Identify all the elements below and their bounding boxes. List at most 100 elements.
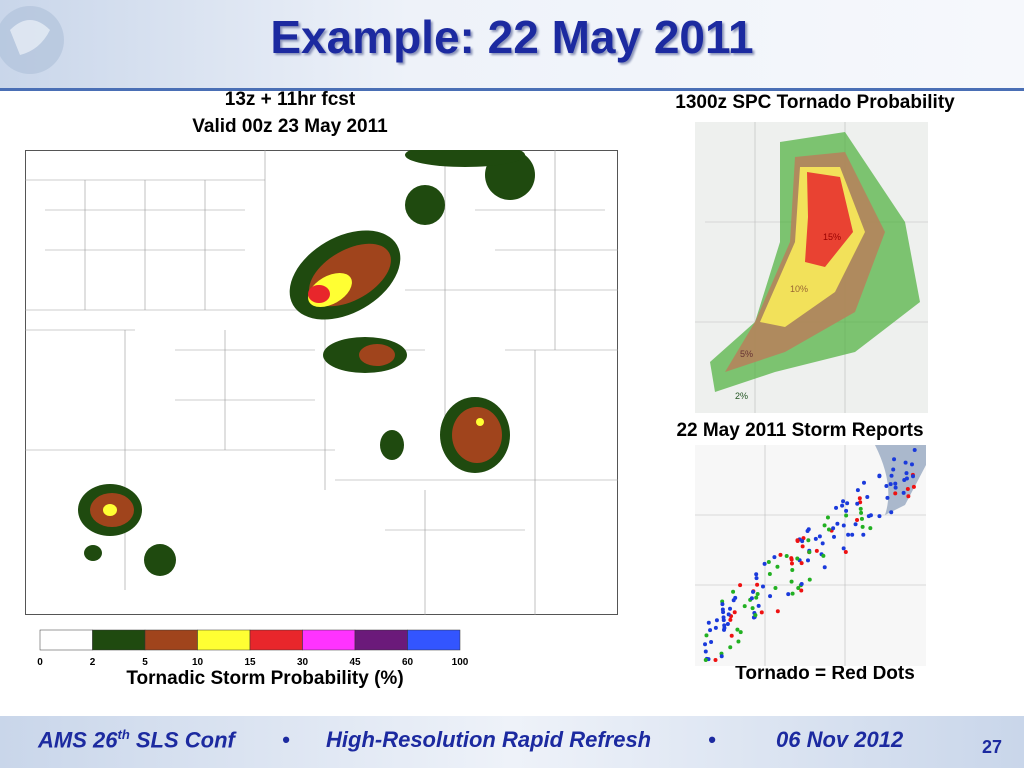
report-dot (861, 480, 866, 485)
report-dot (755, 582, 760, 587)
colorbar-tick-label: 45 (349, 657, 361, 668)
colorbar-segment (144, 629, 198, 651)
report-dot (762, 561, 767, 566)
report-dot (725, 622, 730, 627)
report-dot (841, 499, 846, 504)
report-dot (760, 584, 765, 589)
report-dot (845, 501, 850, 506)
report-dot (903, 460, 908, 465)
report-dot (893, 485, 898, 490)
colorbar-segment (249, 629, 303, 651)
report-dot (754, 595, 759, 600)
report-dot (909, 462, 914, 467)
footer-separator: • (282, 727, 290, 752)
forecast-map (25, 150, 618, 615)
report-dot (821, 553, 826, 558)
report-dot (703, 649, 708, 654)
report-dot (778, 552, 783, 557)
report-dot (835, 521, 840, 526)
report-dot (888, 482, 893, 487)
report-dot (775, 564, 780, 569)
report-dot (806, 538, 811, 543)
report-dot (720, 602, 725, 607)
report-dot (853, 522, 858, 527)
report-dot (721, 618, 726, 623)
report-dot (889, 473, 894, 478)
report-dot (825, 515, 830, 520)
report-dot (843, 549, 848, 554)
footer-project: High-Resolution Rapid Refresh (326, 727, 652, 752)
report-dot (877, 514, 882, 519)
report-dot (846, 532, 851, 537)
report-dot (713, 625, 718, 630)
panel-title: 13z + 11hr fcst (224, 89, 356, 110)
report-dot (855, 488, 860, 493)
report-dot (728, 645, 733, 650)
report-dot (906, 494, 911, 499)
report-dot (799, 588, 804, 593)
report-dot (703, 658, 708, 662)
report-dot (912, 448, 917, 452)
risk-label: 10% (790, 284, 808, 294)
report-dot (840, 503, 845, 508)
colorbar: 0 2 5 10 15 30 45 60 100 (37, 629, 469, 668)
report-dot (868, 526, 873, 531)
report-dot (891, 467, 896, 472)
map-caption: Tornado = Red Dots (735, 663, 915, 684)
report-dot (901, 490, 906, 495)
report-dot (796, 586, 801, 591)
globe-logo (0, 6, 64, 74)
colorbar-tick-label: 2 (90, 657, 96, 668)
report-dot (904, 471, 909, 476)
colorbar-segment (354, 629, 408, 651)
report-dot (709, 639, 714, 644)
report-dot (801, 536, 806, 541)
report-dot (768, 594, 773, 599)
report-dot (800, 539, 805, 544)
report-dot (841, 523, 846, 528)
report-dot (877, 474, 882, 479)
report-dot (813, 536, 818, 541)
report-dot (789, 561, 794, 566)
reports-map (695, 445, 926, 666)
report-dot (834, 505, 839, 510)
report-dot (858, 506, 863, 511)
report-dot (713, 658, 718, 662)
report-dot (850, 532, 855, 537)
report-dot (736, 639, 741, 644)
footer-text: SLS Conf (129, 727, 235, 753)
report-dot (738, 583, 743, 588)
panel-title: 22 May 2011 Storm Reports (676, 420, 924, 441)
report-dot (844, 508, 849, 513)
report-dot (805, 528, 810, 533)
colorbar-tick-label: 0 (37, 657, 43, 668)
report-dot (892, 457, 897, 462)
report-dot (722, 626, 727, 631)
report-dot (726, 612, 731, 617)
report-dot (767, 571, 772, 576)
report-dot (893, 481, 898, 486)
report-dot (775, 609, 780, 614)
risk-label: 15% (823, 232, 841, 242)
report-dot (789, 557, 794, 562)
colorbar-tick-label: 100 (452, 657, 469, 668)
colorbar-segment (407, 629, 461, 651)
report-dot (822, 523, 827, 528)
colorbar-segment (197, 629, 251, 651)
report-dot (751, 589, 756, 594)
colorbar-tick-label: 15 (244, 657, 256, 668)
report-dot (893, 491, 898, 496)
report-dot (800, 544, 805, 549)
report-dot (911, 474, 916, 479)
report-dot (772, 555, 777, 560)
report-dot (885, 495, 890, 500)
report-dot (731, 589, 736, 594)
report-dot (865, 494, 870, 499)
report-dot (831, 534, 836, 539)
report-dot (790, 591, 795, 596)
report-dot (708, 628, 713, 633)
report-dot (759, 610, 764, 615)
report-dot (784, 554, 789, 559)
report-dot (902, 477, 907, 482)
report-dot (799, 561, 804, 566)
